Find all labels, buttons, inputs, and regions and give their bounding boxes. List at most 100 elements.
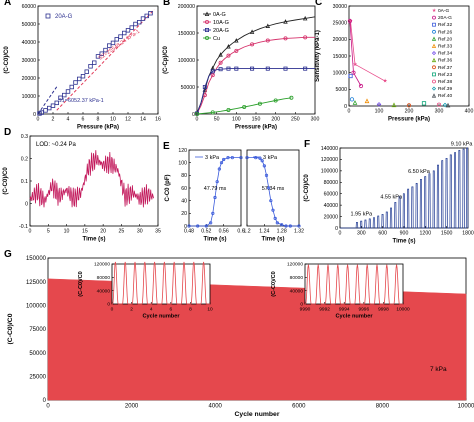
y-tick-label: 40000 <box>290 288 304 294</box>
y-axis-label: (C-Cp)/C0 <box>163 46 169 74</box>
x-tick-label: 9994 <box>339 306 350 312</box>
panel-letter: E <box>163 141 170 152</box>
panel-g-inset: 9990 9992 9994 9996 9998 10000 0 40000 80000 1200… <box>271 262 410 320</box>
legend-marker <box>431 86 437 91</box>
data-point <box>239 156 243 160</box>
legend-marker <box>431 43 437 48</box>
annotation: 9.10 kPa <box>451 142 474 148</box>
x-axis-label: Cycle number <box>143 314 181 320</box>
y-tick-label: 80000 <box>97 275 111 281</box>
fit-line <box>37 86 58 115</box>
y-tick-label: 0 <box>344 104 347 110</box>
data-point <box>284 224 288 228</box>
x-tick-label: 1.2 <box>243 229 250 235</box>
legend-label: Ref.40 <box>438 93 452 99</box>
x-tick-label: 150 <box>252 117 261 123</box>
data-point <box>226 53 231 58</box>
inset-background <box>305 264 403 304</box>
x-tick-label: 6 <box>82 117 85 123</box>
data-point <box>250 66 255 71</box>
series-line <box>196 97 292 115</box>
y-tick-label: 0 <box>184 224 187 230</box>
y-tick-label: 100000 <box>178 58 195 64</box>
data-point <box>406 103 412 108</box>
annotation: 57.34 ms <box>262 186 285 192</box>
x-tick-label: 300 <box>357 231 366 237</box>
fit-label: S2=25548.24 kPa-1 <box>98 29 141 62</box>
legend-label: Ref.39 <box>438 86 452 92</box>
legend-label: 3 kPa <box>205 155 220 161</box>
y-tick-label: 0 <box>33 112 36 118</box>
panel-c: 0 100 200 300 400 0 5000 10000 15000 20000 25000 30… <box>315 0 473 122</box>
x-tick-label: 2 <box>130 306 133 312</box>
data-point <box>187 224 191 228</box>
legend-marker <box>204 36 209 41</box>
series-line <box>29 150 155 208</box>
data-point <box>129 25 134 30</box>
data-point <box>271 208 275 212</box>
panel-b: 0 50 100 150 200 250 300 0 50000 100000 150000 2000… <box>163 0 319 130</box>
x-tick-label: 250 <box>291 117 300 123</box>
data-point <box>204 224 208 228</box>
legend-label: 20A-G <box>438 15 452 21</box>
y-tick-label: 10000 <box>22 94 37 100</box>
y-tick-label: -0.1 <box>19 224 28 230</box>
y-tick-label: 120000 <box>94 262 110 268</box>
y-tick-label: 5000 <box>335 87 347 93</box>
x-tick-label: 1500 <box>441 231 453 237</box>
y-tick-label: 0.2 <box>21 156 28 162</box>
annotation: LOD: ~0.24 Pa <box>36 142 77 148</box>
data-point <box>103 47 108 53</box>
data-point <box>219 161 224 165</box>
x-tick-label: 200 <box>405 109 414 115</box>
data-point <box>264 173 269 177</box>
legend-label: Cu <box>213 36 220 42</box>
x-tick-label: 6 <box>169 306 172 312</box>
x-tick-label: 2000 <box>125 404 139 410</box>
panel-letter: D <box>4 127 11 138</box>
data-point <box>283 19 288 24</box>
y-tick-label: 0 <box>43 398 47 404</box>
data-point <box>265 66 270 71</box>
x-tick-label: 100 <box>232 117 241 123</box>
series-line <box>340 147 469 229</box>
data-point <box>47 105 52 111</box>
y-tick-label: 50000 <box>22 22 37 28</box>
legend-label: Ref.36 <box>438 58 452 64</box>
y-tick-label: 15000 <box>333 54 348 60</box>
annotation: 4.55 kPa <box>380 194 403 200</box>
data-point <box>283 36 288 41</box>
data-point: ★ <box>353 62 358 68</box>
x-tick-label: 9998 <box>378 306 389 312</box>
data-point <box>50 103 56 108</box>
data-point <box>391 102 397 108</box>
legend-marker <box>432 29 436 34</box>
data-point <box>122 30 127 36</box>
series-line <box>349 20 362 87</box>
panel-e-subplot: 1.2 1.24 1.28 1.32 Time (s) 57.34 ms 3 kPa <box>243 149 304 242</box>
y-tick-label: 140000 <box>321 146 338 152</box>
y-tick-label: 0 <box>192 112 195 118</box>
x-axis-label: Time (s) <box>83 236 106 242</box>
data-point <box>273 216 277 220</box>
x-tick-label: 9992 <box>319 306 330 312</box>
data-point <box>215 180 219 184</box>
y-axis-label: Sensitivity (kPa-1) <box>315 30 321 82</box>
x-tick-label: 15 <box>82 229 88 235</box>
data-point <box>230 156 234 160</box>
x-tick-label: 0 <box>46 404 50 410</box>
x-tick-label: 100 <box>375 109 384 115</box>
data-point <box>110 40 116 46</box>
data-point <box>196 224 200 228</box>
y-axis-label: (C-C0)/C0 <box>4 46 10 74</box>
data-point <box>226 44 231 49</box>
data-point <box>213 195 217 200</box>
data-point <box>54 100 59 106</box>
x-tick-label: 20 <box>100 229 106 235</box>
x-tick-label: 8 <box>97 117 100 123</box>
y-tick-label: 0.1 <box>21 179 28 185</box>
legend-label: Ref.32 <box>438 22 452 28</box>
fit-label: S1=6052.37 kPa-1 <box>58 98 104 104</box>
x-tick-label: 0.48 <box>184 229 194 235</box>
data-point <box>262 164 266 168</box>
